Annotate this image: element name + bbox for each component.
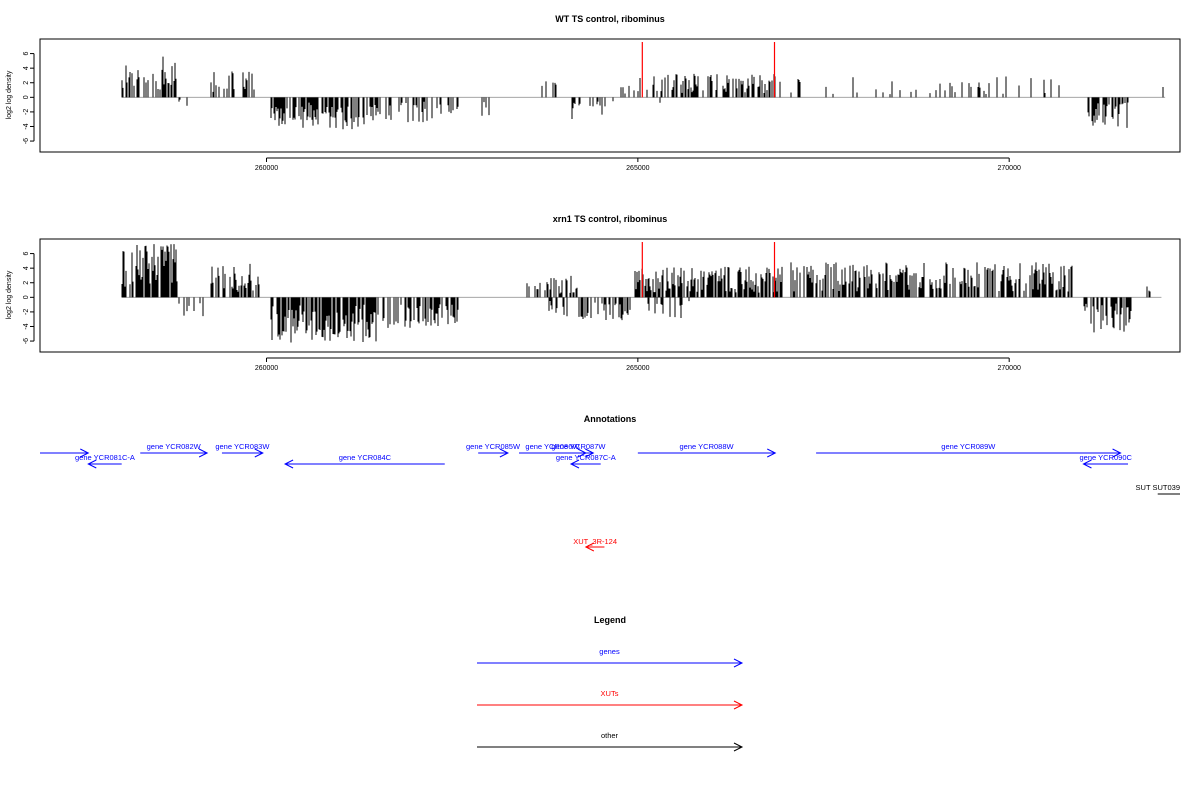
y-tick-label: -6 xyxy=(23,138,30,144)
coverage-bars xyxy=(121,244,1151,343)
feature-arrowhead xyxy=(80,448,90,458)
feature-arrowhead xyxy=(254,448,264,458)
x-tick-label: 260000 xyxy=(255,165,278,172)
y-tick-label: -4 xyxy=(23,323,30,329)
y-tick-label: 4 xyxy=(23,266,30,270)
feature-label: gene YCR083W xyxy=(215,442,270,451)
xrn1-coverage-panel: xrn1 TS control, ribominus log2 log dens… xyxy=(6,214,1181,372)
feature-arrowhead xyxy=(585,448,595,458)
y-tick-label: -2 xyxy=(23,309,30,315)
feature-label: XUT_3R-124 xyxy=(573,537,617,546)
feature-label: gene YCR090C xyxy=(1080,453,1133,462)
feature-arrowhead xyxy=(87,459,97,469)
legend-item-arrowhead xyxy=(733,658,744,668)
x-tick-label: 270000 xyxy=(998,165,1021,172)
panel-title: xrn1 TS control, ribominus xyxy=(553,214,668,224)
wt-coverage-panel: WT TS control, ribominus log2 log densit… xyxy=(6,14,1181,172)
y-tick-label: 0 xyxy=(23,95,30,99)
feature-arrowhead xyxy=(1112,448,1122,458)
y-tick-label: 6 xyxy=(23,52,30,56)
plot-frame xyxy=(39,238,1181,353)
feature-label: gene YCR089W xyxy=(941,442,996,451)
legend-item-arrowhead xyxy=(733,700,744,710)
y-axis-label: log2 log density xyxy=(6,70,13,119)
plot-frame xyxy=(39,38,1181,153)
legend-item-label: other xyxy=(601,731,619,740)
y-axis-label: log2 log density xyxy=(6,270,13,319)
feature-label: gene YCR081C-A xyxy=(75,453,135,462)
feature-label: gene YCR082W xyxy=(147,442,202,451)
annotations-track: Annotations gene YCR081C-A gene YCR082W ge… xyxy=(40,414,1180,552)
legend: Legend genes XUTs other xyxy=(477,615,744,752)
y-tick-label: 4 xyxy=(23,66,30,70)
feature-label: SUT SUT039 xyxy=(1136,483,1180,492)
feature-arrowhead xyxy=(569,459,580,469)
feature-arrowhead xyxy=(198,448,209,458)
legend-title: Legend xyxy=(594,615,626,625)
x-tick-label: 265000 xyxy=(626,165,649,172)
y-tick-label: -6 xyxy=(23,338,30,344)
feature-arrowhead xyxy=(499,448,510,458)
y-tick-label: 6 xyxy=(23,252,30,256)
y-tick-label: 0 xyxy=(23,295,30,299)
panel-title: WT TS control, ribominus xyxy=(555,14,665,24)
annotations-title: Annotations xyxy=(584,414,637,424)
feature-label: gene YCR086W xyxy=(525,442,580,451)
feature-label: gene YCR087W xyxy=(551,442,606,451)
y-tick-label: 2 xyxy=(23,281,30,285)
feature-arrowhead xyxy=(1082,459,1092,469)
x-tick-label: 270000 xyxy=(998,365,1021,372)
feature-label: gene YCR087C-A xyxy=(556,453,616,462)
y-tick-label: 2 xyxy=(23,81,30,85)
legend-item-label: XUTs xyxy=(601,689,619,698)
x-tick-label: 260000 xyxy=(255,365,278,372)
x-tick-label: 265000 xyxy=(626,365,649,372)
feature-label: gene YCR084C xyxy=(339,453,392,462)
legend-item-label: genes xyxy=(599,647,620,656)
feature-label: gene YCR085W xyxy=(466,442,521,451)
feature-label: gene YCR088W xyxy=(680,442,735,451)
legend-item-arrowhead xyxy=(733,742,744,752)
feature-arrowhead xyxy=(283,459,294,469)
y-tick-label: -2 xyxy=(23,109,30,115)
feature-arrowhead xyxy=(584,542,595,552)
feature-arrowhead xyxy=(767,448,777,458)
coverage-bars xyxy=(121,56,1164,130)
y-tick-label: -4 xyxy=(23,123,30,129)
